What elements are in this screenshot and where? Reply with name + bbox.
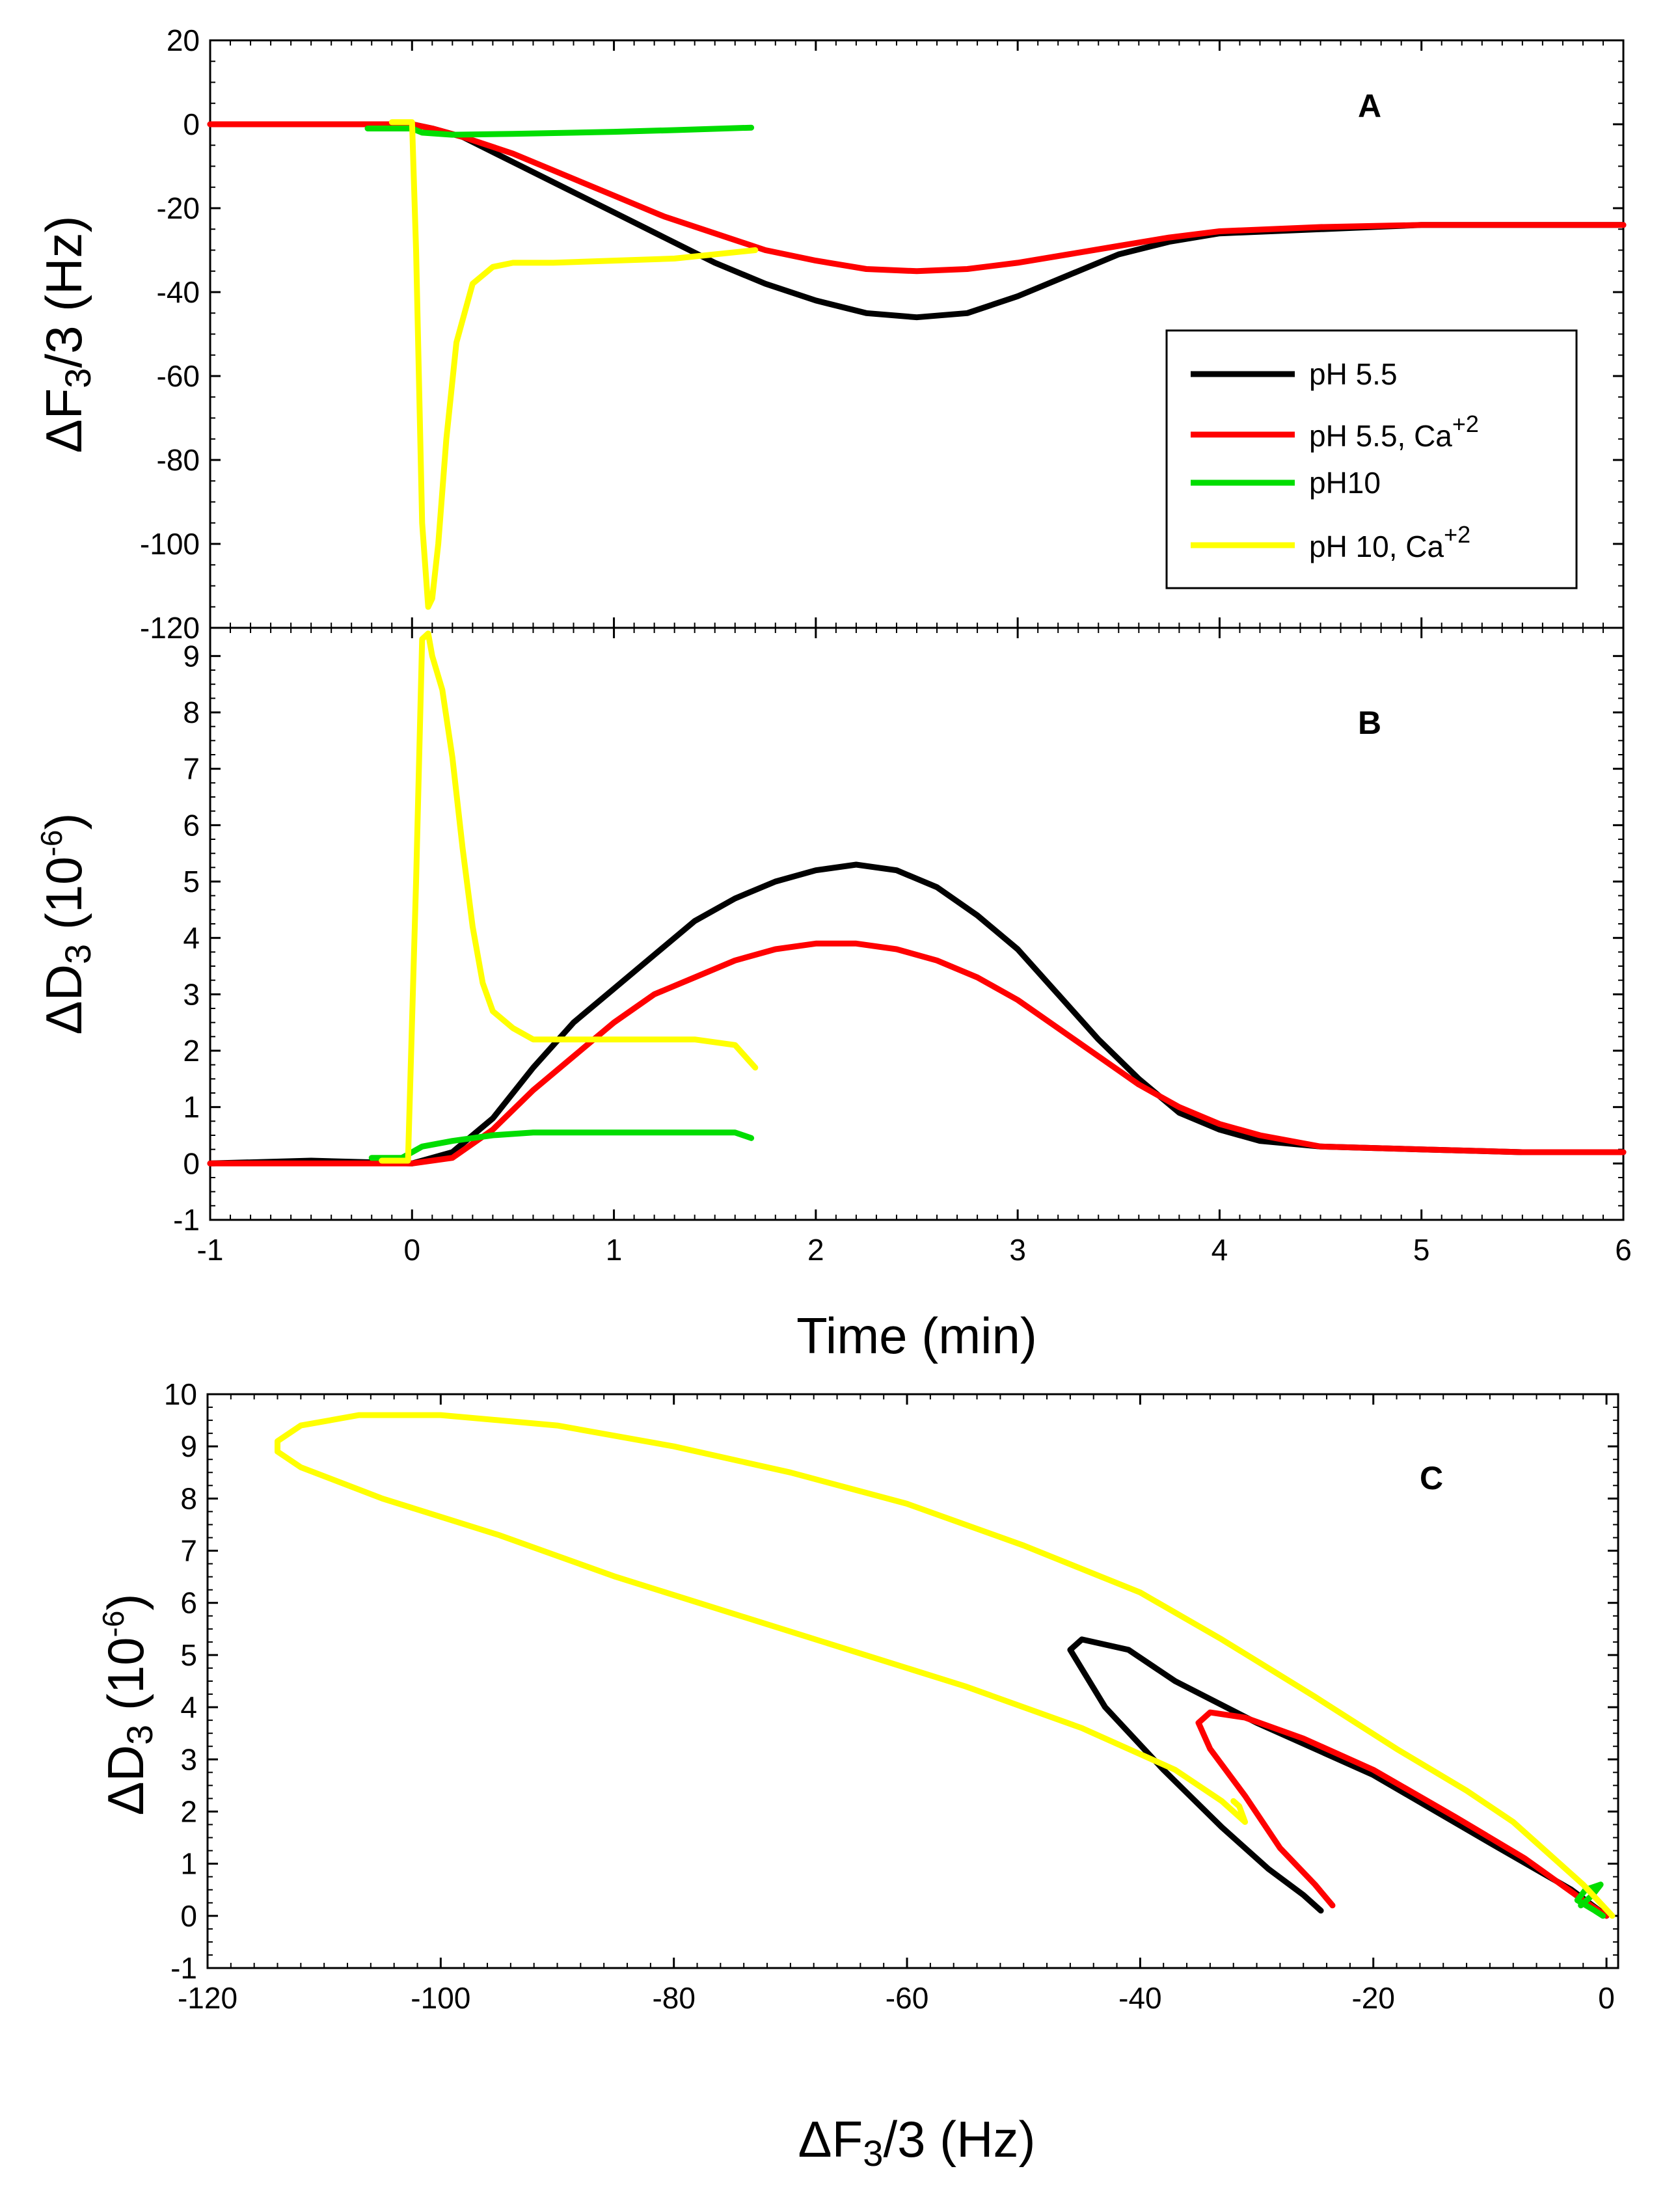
panel-b-y-tick-label: 7: [183, 752, 200, 786]
panel-c-x-ticks: -120 -100 -80 -60 -40 -20 0: [178, 1394, 1615, 2015]
panel-a-y-ticks: 20 0 -20 -40 -60 -80 -100 -120: [140, 23, 1625, 645]
panel-a-y-tick-label: -100: [140, 527, 200, 561]
panel-b-x-tick-label: 6: [1615, 1233, 1632, 1267]
panel-b-letter: B: [1358, 705, 1381, 741]
panel-a-y-tick-label: -20: [157, 191, 200, 225]
panel-c-x-label: ΔF3/3 (Hz): [798, 2111, 1036, 2174]
panel-c-y-tick-label: 7: [180, 1534, 197, 1568]
panel-b-series: [207, 630, 1627, 1167]
panel-b-x-tick-label: 3: [1009, 1233, 1026, 1267]
panel-c-x-tick-label: -120: [178, 1981, 237, 2015]
panel-a-y-tick-label: 0: [183, 107, 200, 141]
panel-b-x-ticks: -1 0 1 2 3 4 5 6: [197, 628, 1632, 1267]
panel-c-y-ticks: -1 0 1 2 3 4 5 6 7 8 9 10: [164, 1377, 1618, 1985]
panel-c-x-tick-label: -40: [1118, 1981, 1161, 2015]
panel-b-series-ph-5-5: [207, 861, 1627, 1167]
panel-b-y-tick-label: 9: [183, 639, 200, 673]
panel-b-x-tick-label: 5: [1413, 1233, 1430, 1267]
legend-entry-ph10: pH10: [1191, 466, 1381, 500]
panel-a-y-tick-label: -60: [157, 359, 200, 393]
panel-c-y-tick-label: 9: [180, 1429, 197, 1463]
legend: pH 5.5 pH 5.5, Ca+2 pH10 pH 10, Ca+2: [1165, 329, 1578, 589]
legend-label-ph55: pH 5.5: [1309, 357, 1398, 391]
panel-c-series: [275, 1412, 1616, 1919]
panel-b-x-tick-label: 2: [807, 1233, 824, 1267]
legend-label-ph10: pH10: [1309, 466, 1381, 500]
panel-b-x-tick-label: 4: [1211, 1233, 1228, 1267]
panel-b-series-ph10: [368, 1129, 755, 1161]
panel-c-x-tick-label: -20: [1351, 1981, 1394, 2015]
panel-a-y-tick-label: -80: [157, 443, 200, 477]
panel-c-y-tick-label: 6: [180, 1586, 197, 1620]
panel-b-y-tick-label: 2: [183, 1034, 200, 1068]
panel-c-x-tick-label: -80: [652, 1981, 695, 2015]
panel-b-y-tick-label: -1: [173, 1203, 200, 1237]
panel-b-x-tick-label: 1: [606, 1233, 623, 1267]
panel-c-y-tick-label: 4: [180, 1690, 197, 1724]
panel-c-series-ph-10-ca-2: [275, 1412, 1616, 1919]
panel-c-y-tick-label: 10: [164, 1377, 197, 1411]
panel-c-y-tick-label: 2: [180, 1794, 197, 1828]
panel-c-y-label: ΔD3 (10-6): [96, 1594, 160, 1816]
panel-b-x-label: Time (min): [796, 1307, 1037, 1364]
panel-a-y-tick-label: -120: [140, 611, 200, 645]
panel-b-x-tick-label: 0: [403, 1233, 420, 1267]
panel-c-y-tick-label: 5: [180, 1638, 197, 1672]
panel-b-y-tick-label: 3: [183, 977, 200, 1011]
panel-a-letter: A: [1358, 88, 1381, 124]
panel-a: 20 0 -20 -40 -60 -80 -100 -120 A ΔF3/3 (Hz) pH …: [35, 23, 1627, 645]
panel-a-y-tick-label: -40: [157, 275, 200, 309]
panel-b-y-tick-label: 1: [183, 1090, 200, 1124]
panel-b-x-tick-label: -1: [197, 1233, 224, 1267]
panel-b-y-tick-label: 4: [183, 921, 200, 955]
panel-b-y-tick-label: 5: [183, 865, 200, 898]
panel-a-series-ph-10-ca-2: [388, 119, 759, 610]
panel-b-y-tick-label: 8: [183, 695, 200, 729]
panel-a-series-ph10: [364, 124, 755, 138]
panel-b-series-ph-5-5-ca-2: [207, 940, 1627, 1167]
panel-c-y-tick-label: 0: [180, 1899, 197, 1933]
panel-c-series-ph-5-5: [1067, 1636, 1610, 1919]
panel-c-x-tick-label: -100: [411, 1981, 470, 2015]
panel-c-letter: C: [1420, 1460, 1443, 1496]
panel-a-y-label: ΔF3/3 (Hz): [35, 216, 98, 453]
panel-c-y-tick-label: 1: [180, 1847, 197, 1881]
panel-b-y-ticks: -1 0 1 2 3 4 5 6 7 8 9: [173, 639, 1623, 1237]
panel-b-y-tick-label: 0: [183, 1146, 200, 1180]
panel-c-y-tick-label: 3: [180, 1742, 197, 1776]
panel-c-series-ph-5-5-ca-2: [1195, 1709, 1610, 1919]
panel-c-x-tick-label: -60: [886, 1981, 928, 2015]
panel-c: -1 0 1 2 3 4 5 6 7 8 9 10 -120 -100 -80 -60 -40 -20 0 C Δ…: [96, 1377, 1619, 2174]
panel-a-y-tick-label: 20: [167, 23, 200, 57]
panel-c-x-tick-label: 0: [1598, 1981, 1615, 2015]
panel-c-y-tick-label: 8: [180, 1481, 197, 1515]
panel-b-series-ph-10-ca-2: [379, 630, 759, 1164]
panel-b-y-tick-label: 6: [183, 808, 200, 842]
legend-entry-ph55: pH 5.5: [1191, 357, 1398, 391]
panel-c-y-tick-label: -1: [170, 1951, 197, 1985]
panel-a-series: [207, 119, 1627, 610]
